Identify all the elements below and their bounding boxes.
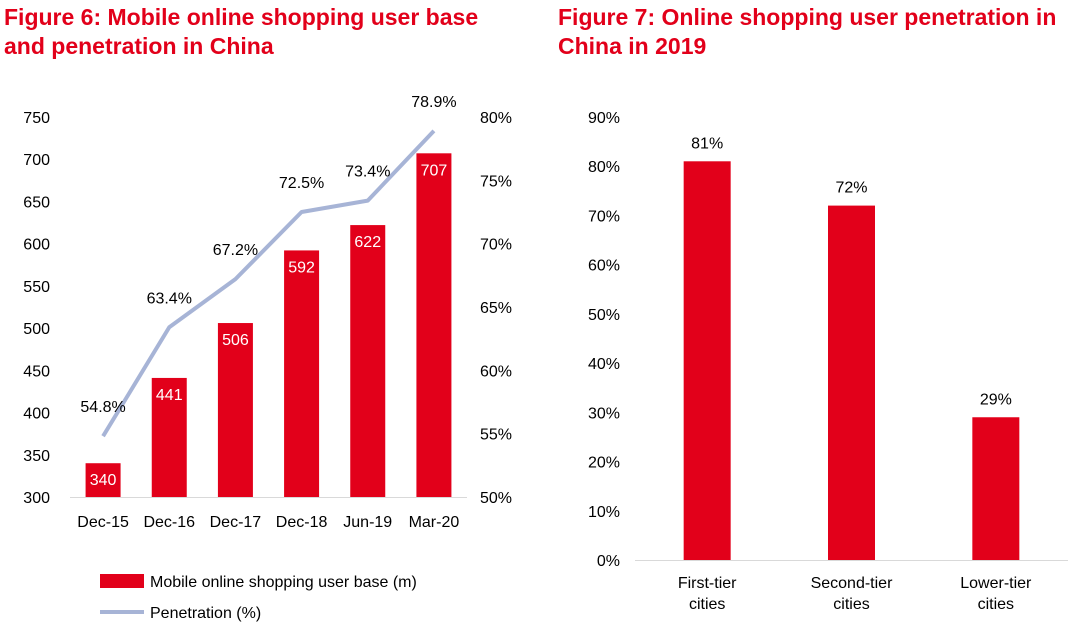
y-tick-label: 300 xyxy=(23,490,50,507)
figure7-chart: 0% 10% 20% 30% 40% 50% 60% 70% 80% 90% 81% 72% 29% Fi… xyxy=(588,110,1068,613)
bar-data-label: 340 xyxy=(90,472,117,489)
y2-tick-label: 55% xyxy=(480,427,512,444)
bar-data-label: 592 xyxy=(288,259,315,276)
y-tick-label: 550 xyxy=(23,279,50,296)
y-tick-label: 0% xyxy=(597,553,620,570)
x-tick-label: Mar-20 xyxy=(409,514,460,531)
y-tick-label: 450 xyxy=(23,363,50,380)
y-tick-label: 700 xyxy=(23,152,50,169)
y-tick-label: 40% xyxy=(588,356,620,373)
x-tick-label: Dec-18 xyxy=(276,514,328,531)
y2-tick-label: 60% xyxy=(480,363,512,380)
figure7-title: Figure 7: Online shopping user penetrati… xyxy=(558,4,1057,59)
x-tick-label: Second-tier xyxy=(811,575,893,592)
y-tick-label: 60% xyxy=(588,258,620,275)
line-data-label: 72.5% xyxy=(279,175,324,192)
bar-data-label: 29% xyxy=(980,391,1012,408)
x-tick-label: cities xyxy=(833,596,869,613)
bar xyxy=(350,225,386,498)
figure6-title: Figure 6: Mobile online shopping user ba… xyxy=(4,4,479,59)
y-tick-label: 90% xyxy=(588,110,620,127)
x-tick-label: First-tier xyxy=(678,575,737,592)
y-tick-label: 50% xyxy=(588,307,620,324)
bar xyxy=(284,250,320,497)
y-tick-label: 70% xyxy=(588,208,620,225)
x-tick-label: Dec-17 xyxy=(210,514,262,531)
x-tick-label: Jun-19 xyxy=(343,514,392,531)
line-data-label: 78.9% xyxy=(411,94,456,111)
bar-data-label: 707 xyxy=(421,162,448,179)
bar xyxy=(217,323,253,497)
y-tick-label: 750 xyxy=(23,110,50,127)
y2-tick-label: 80% xyxy=(480,110,512,127)
bar xyxy=(85,463,121,497)
x-tick-label: Dec-15 xyxy=(77,514,129,531)
line-data-label: 54.8% xyxy=(80,399,125,416)
bar-data-label: 441 xyxy=(156,387,183,404)
y-tick-label: 30% xyxy=(588,405,620,422)
bar-data-label: 81% xyxy=(691,135,723,152)
y-tick-label: 500 xyxy=(23,321,50,338)
bar xyxy=(683,161,731,561)
legend-bar-swatch xyxy=(100,574,144,588)
y-tick-label: 80% xyxy=(588,159,620,176)
bar xyxy=(972,417,1020,560)
y2-tick-label: 70% xyxy=(480,237,512,254)
bar-data-label: 622 xyxy=(354,234,381,251)
y-tick-label: 600 xyxy=(23,237,50,254)
legend-line-label: Penetration (%) xyxy=(150,605,261,622)
y-tick-label: 10% xyxy=(588,504,620,521)
bar-data-label: 72% xyxy=(835,180,867,197)
y2-tick-label: 65% xyxy=(480,300,512,317)
x-tick-label: Lower-tier xyxy=(960,575,1032,592)
figure6-chart: 300 350 400 450 500 550 600 650 700 750 50% 55% 60% 6… xyxy=(23,94,512,622)
bar xyxy=(151,377,187,497)
line-data-label: 73.4% xyxy=(345,164,390,181)
penetration-line xyxy=(101,129,436,438)
x-tick-label: cities xyxy=(978,596,1014,613)
y2-tick-label: 75% xyxy=(480,173,512,190)
y-tick-label: 650 xyxy=(23,194,50,211)
y-tick-label: 350 xyxy=(23,448,50,465)
bar xyxy=(416,153,452,498)
y-tick-label: 400 xyxy=(23,406,50,423)
line-data-label: 67.2% xyxy=(213,242,258,259)
x-tick-label: cities xyxy=(689,596,725,613)
x-tick-label: Dec-16 xyxy=(143,514,195,531)
bar-data-label: 506 xyxy=(222,332,249,349)
y2-tick-label: 50% xyxy=(480,490,512,507)
y-tick-label: 20% xyxy=(588,455,620,472)
legend-bar-label: Mobile online shopping user base (m) xyxy=(150,574,417,591)
line-data-label: 63.4% xyxy=(147,290,192,307)
bar xyxy=(828,205,875,560)
